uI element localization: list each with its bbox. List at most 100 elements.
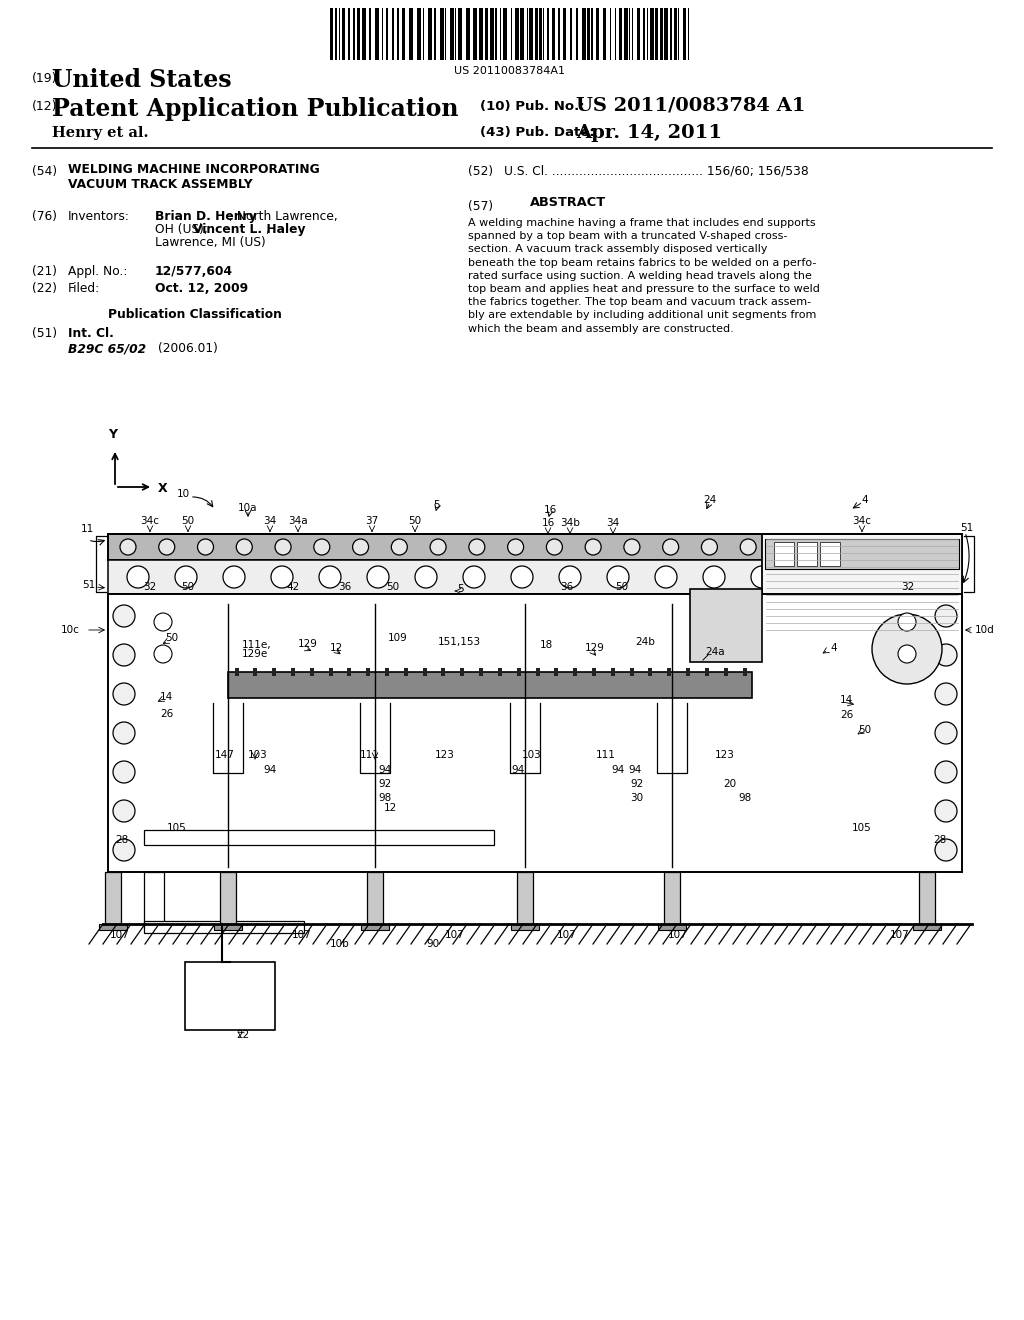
Circle shape: [935, 800, 957, 822]
Bar: [554, 668, 558, 676]
Text: ABSTRACT: ABSTRACT: [530, 195, 606, 209]
Bar: [228, 672, 752, 698]
Bar: [686, 8, 688, 59]
Circle shape: [113, 682, 135, 705]
Bar: [441, 668, 445, 676]
Text: 10c: 10c: [61, 624, 80, 635]
Text: 50: 50: [858, 725, 871, 735]
Text: 90: 90: [426, 939, 439, 949]
Text: 34: 34: [263, 516, 276, 525]
Text: (51): (51): [32, 327, 57, 341]
Text: 107: 107: [890, 931, 910, 940]
Text: 107: 107: [445, 931, 465, 940]
Circle shape: [237, 539, 252, 554]
Circle shape: [935, 762, 957, 783]
Bar: [335, 8, 337, 59]
Bar: [668, 668, 672, 676]
Bar: [144, 830, 494, 845]
Text: which the beam and assembly are constructed.: which the beam and assembly are construc…: [468, 323, 734, 334]
Text: B29C 65/02: B29C 65/02: [68, 342, 146, 355]
Text: Patent Application Publication: Patent Application Publication: [52, 96, 459, 121]
Bar: [272, 668, 276, 676]
Bar: [645, 8, 647, 59]
Circle shape: [935, 840, 957, 861]
Bar: [347, 668, 351, 676]
Text: 24b: 24b: [635, 638, 655, 647]
Bar: [462, 8, 466, 59]
Text: US 20110083784A1: US 20110083784A1: [455, 66, 565, 77]
Bar: [185, 962, 275, 1030]
Text: 10d: 10d: [975, 624, 994, 635]
Bar: [670, 8, 672, 59]
Bar: [495, 8, 497, 59]
Circle shape: [271, 566, 293, 587]
Text: rated surface using suction. A welding head travels along the: rated surface using suction. A welding h…: [468, 271, 812, 281]
Text: 111: 111: [596, 750, 616, 760]
Text: United States: United States: [52, 69, 231, 92]
Bar: [490, 8, 494, 59]
Bar: [591, 8, 593, 59]
Bar: [392, 8, 394, 59]
Bar: [578, 8, 582, 59]
Circle shape: [275, 539, 291, 554]
Circle shape: [120, 539, 136, 554]
Bar: [99, 924, 127, 931]
Text: Appl. No.:: Appl. No.:: [68, 265, 127, 279]
Circle shape: [701, 539, 718, 554]
Bar: [558, 8, 560, 59]
Bar: [479, 8, 483, 59]
Bar: [497, 8, 500, 59]
Bar: [606, 8, 610, 59]
Bar: [220, 873, 236, 924]
Bar: [507, 8, 511, 59]
Bar: [549, 8, 552, 59]
Bar: [674, 8, 677, 59]
Bar: [512, 8, 515, 59]
Text: Inventors:: Inventors:: [68, 210, 130, 223]
Circle shape: [703, 566, 725, 587]
Bar: [485, 8, 488, 59]
Text: 37: 37: [366, 516, 379, 525]
Bar: [650, 8, 654, 59]
Text: bly are extendable by including additional unit segments from: bly are extendable by including addition…: [468, 310, 816, 321]
Text: section. A vacuum track assembly disposed vertically: section. A vacuum track assembly dispose…: [468, 244, 768, 255]
Circle shape: [113, 644, 135, 667]
Bar: [672, 8, 674, 59]
Text: 103: 103: [248, 750, 268, 760]
Text: 147: 147: [215, 750, 234, 760]
Bar: [434, 8, 436, 59]
Circle shape: [898, 645, 916, 663]
Bar: [388, 8, 392, 59]
Bar: [456, 8, 458, 59]
Text: Y: Y: [109, 428, 118, 441]
Bar: [470, 8, 473, 59]
Bar: [105, 873, 121, 924]
Text: top beam and applies heat and pressure to the surface to weld: top beam and applies heat and pressure t…: [468, 284, 820, 294]
Text: 109: 109: [388, 634, 408, 643]
Text: 34b: 34b: [560, 517, 580, 528]
Bar: [361, 924, 389, 931]
Text: 5: 5: [434, 500, 440, 510]
Text: Vincent L. Haley: Vincent L. Haley: [193, 223, 305, 236]
Bar: [655, 8, 658, 59]
Bar: [664, 8, 668, 59]
Bar: [572, 8, 575, 59]
Text: 50: 50: [181, 582, 195, 591]
Circle shape: [391, 539, 408, 554]
Bar: [108, 560, 962, 594]
Text: 94: 94: [379, 766, 391, 775]
Text: 42: 42: [287, 582, 300, 591]
Bar: [291, 668, 295, 676]
Bar: [560, 8, 563, 59]
Circle shape: [655, 566, 677, 587]
Text: Filed:: Filed:: [68, 282, 100, 294]
Text: 32: 32: [901, 582, 914, 591]
Text: 51: 51: [82, 579, 95, 590]
Bar: [622, 8, 624, 59]
Text: 32: 32: [143, 582, 157, 591]
Text: 10: 10: [176, 488, 189, 499]
Text: Brian D. Henry: Brian D. Henry: [155, 210, 257, 223]
Text: 24a: 24a: [705, 647, 725, 657]
Bar: [633, 8, 637, 59]
Bar: [555, 8, 558, 59]
